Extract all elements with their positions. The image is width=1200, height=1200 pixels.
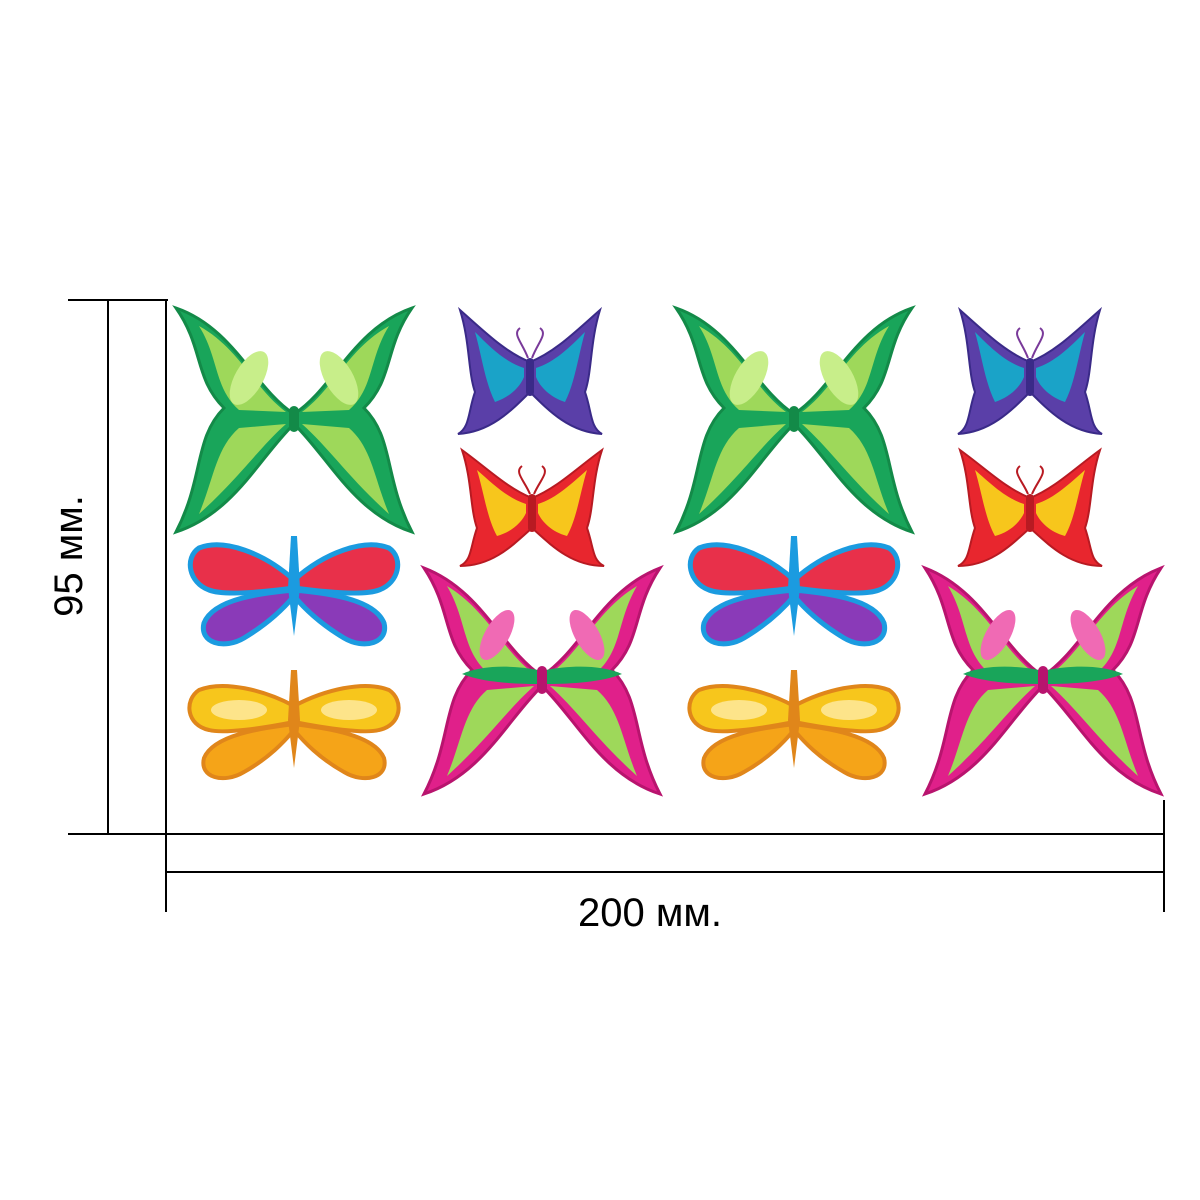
pink-blue-butterfly-sticker: [687, 536, 901, 647]
pink-blue-butterfly-sticker: [187, 536, 401, 647]
width-label: 200 мм.: [578, 891, 722, 935]
green-butterfly-sticker: [672, 305, 916, 535]
red-butterfly-sticker: [957, 447, 1103, 567]
height-label: 95 мм.: [47, 495, 91, 617]
magenta-butterfly-sticker: [921, 564, 1165, 797]
magenta-butterfly-sticker: [420, 564, 664, 797]
blue-butterfly-sticker: [457, 306, 603, 435]
width-dimension: 200 мм.: [165, 800, 1165, 935]
blue-butterfly-sticker: [957, 306, 1103, 435]
green-butterfly-sticker: [172, 305, 416, 535]
orange-butterfly-sticker: [687, 670, 901, 781]
orange-butterfly-sticker: [187, 670, 401, 781]
height-dimension: 95 мм.: [47, 299, 168, 835]
red-butterfly-sticker: [459, 447, 605, 567]
